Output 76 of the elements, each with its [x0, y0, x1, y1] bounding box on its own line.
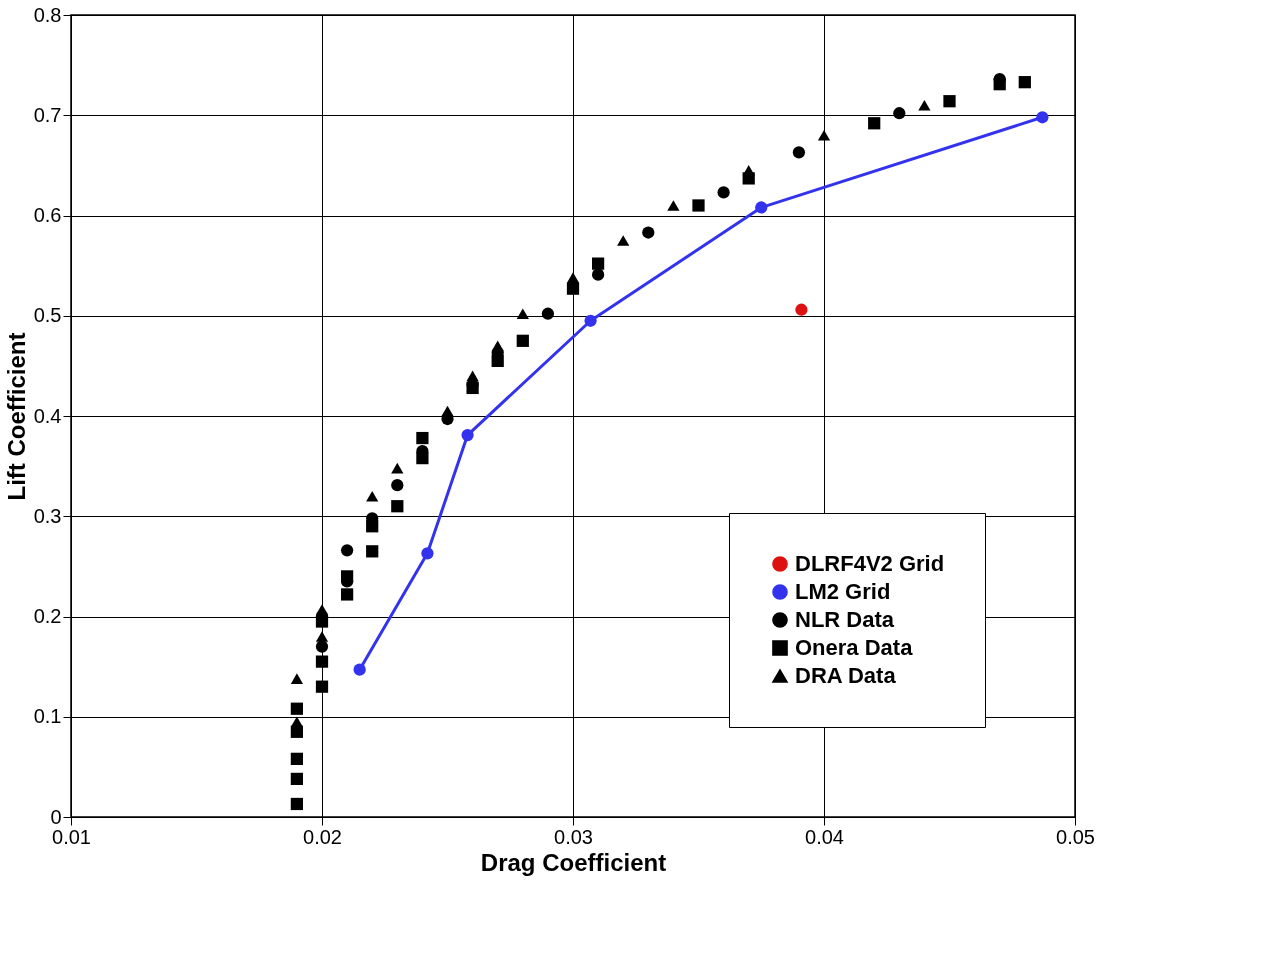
point: [290, 702, 304, 715]
x-tick-label: 0.02: [303, 825, 342, 848]
point: [290, 716, 304, 728]
point: [868, 117, 881, 130]
point: [566, 272, 580, 283]
y-tick-label: 0.4: [33, 404, 62, 427]
point: [315, 640, 329, 653]
point: [591, 268, 605, 281]
legend-label: DLRF4V2 Grid: [795, 551, 945, 576]
point: [340, 544, 354, 557]
legend-label: NLR Data: [795, 607, 895, 632]
point: [591, 257, 605, 270]
point: [642, 226, 655, 239]
point: [391, 500, 404, 513]
legend-label: LM2 Grid: [795, 579, 891, 604]
point: [366, 520, 379, 533]
x-tick-label: 0.03: [554, 825, 593, 848]
point: [290, 752, 304, 765]
point: [416, 451, 429, 465]
x-tick-label: 0.05: [1056, 825, 1095, 848]
point: [391, 462, 404, 474]
point: [742, 165, 755, 176]
point: [421, 547, 434, 560]
point: [817, 130, 831, 141]
point: [541, 307, 555, 320]
point: [315, 604, 329, 615]
y-tick-label: 0.2: [33, 605, 62, 627]
point: [943, 95, 956, 108]
point: [491, 354, 504, 367]
point: [795, 303, 808, 316]
point: [290, 673, 304, 684]
point: [340, 588, 354, 601]
point: [461, 428, 474, 442]
y-tick-label: 0: [50, 805, 62, 828]
y-tick-label: 0.8: [33, 3, 62, 26]
point: [755, 201, 768, 214]
point: [315, 631, 329, 642]
point: [584, 314, 597, 327]
point: [466, 370, 479, 382]
y-tick-label: 0.1: [33, 705, 62, 728]
y-tick-label: 0.7: [33, 103, 62, 126]
point: [441, 405, 454, 417]
point: [692, 199, 705, 212]
point: [315, 615, 329, 628]
point: [340, 570, 354, 583]
point: [366, 490, 379, 502]
y-tick-label: 0.6: [33, 204, 62, 226]
point: [1036, 111, 1049, 124]
x-tick-label: 0.01: [52, 825, 91, 848]
point: [566, 282, 580, 295]
point: [491, 340, 504, 352]
legend-label: DRA Data: [795, 663, 897, 688]
point: [516, 308, 529, 320]
y-tick-label: 0.3: [33, 504, 62, 527]
point: [315, 655, 329, 668]
point: [290, 772, 304, 786]
point: [290, 797, 304, 811]
point: [893, 107, 906, 120]
point: [918, 99, 931, 111]
point: [717, 186, 730, 199]
legend-label: Onera Data: [795, 635, 914, 660]
x-tick-label: 0.04: [805, 825, 844, 848]
point: [792, 146, 806, 159]
point: [353, 663, 366, 676]
point: [416, 431, 429, 445]
point: [391, 479, 404, 492]
point: [516, 334, 529, 347]
x-axis-title: Drag Coefficient: [480, 848, 667, 876]
y-axis-title: Lift Coefficient: [2, 332, 30, 501]
point: [315, 680, 329, 693]
point: [1018, 76, 1031, 89]
point: [993, 78, 1006, 91]
y-tick-label: 0.5: [33, 304, 62, 327]
point: [617, 235, 630, 246]
point: [366, 545, 379, 558]
point: [667, 200, 680, 211]
